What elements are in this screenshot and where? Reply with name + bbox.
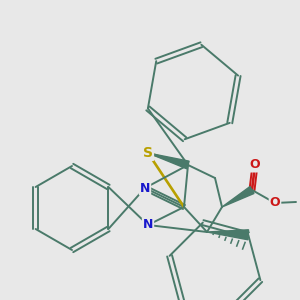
Polygon shape [222, 187, 254, 207]
Text: N: N [143, 218, 153, 232]
Text: O: O [270, 196, 280, 209]
Text: S: S [143, 146, 153, 160]
Text: N: N [140, 182, 150, 194]
Text: O: O [250, 158, 260, 172]
Polygon shape [148, 153, 189, 169]
Polygon shape [207, 230, 249, 240]
